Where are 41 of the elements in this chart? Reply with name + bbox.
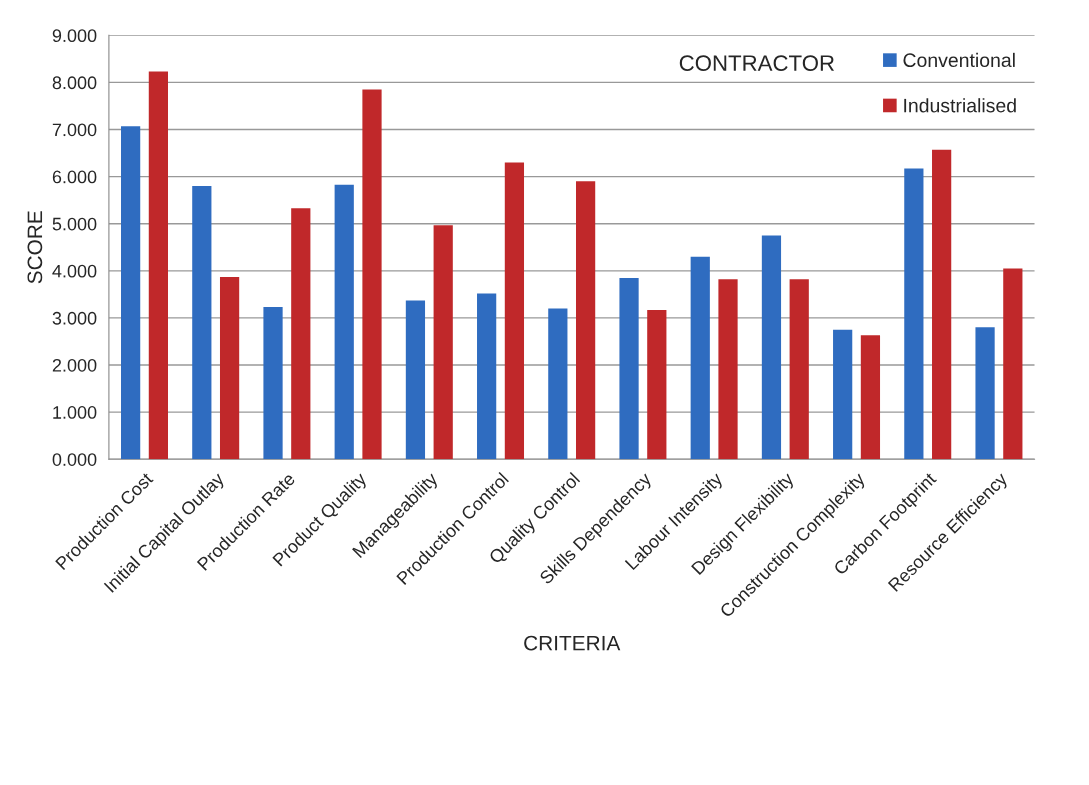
bar: [433, 225, 453, 460]
bar: [263, 307, 283, 460]
y-axis-title: SCORE: [27, 211, 43, 284]
bar: [1003, 268, 1023, 460]
bar: [904, 168, 924, 460]
bar: [761, 235, 782, 460]
bar: [334, 184, 354, 460]
bar: [548, 308, 568, 460]
legend-label: Conventional: [903, 52, 1015, 68]
bar: [860, 335, 881, 460]
bar: [718, 279, 738, 460]
x-axis-title: CRITERIA: [524, 635, 621, 651]
bar: [148, 71, 168, 460]
bar: [833, 329, 853, 460]
y-tick-label: 1.000: [53, 406, 97, 419]
y-tick-label: 5.000: [52, 217, 97, 231]
bar: [690, 256, 710, 460]
bar: [405, 300, 426, 460]
bar: [477, 293, 497, 460]
bar: [647, 309, 667, 460]
y-tick-label: 0.000: [52, 453, 97, 466]
y-tick-label: 2.000: [52, 358, 97, 372]
bar: [619, 277, 639, 460]
y-tick-label: 7.000: [52, 123, 97, 137]
y-tick-label: 4.000: [52, 264, 97, 278]
bar: [362, 89, 382, 460]
bar: [504, 162, 525, 460]
y-tick-label: 8.000: [52, 76, 97, 90]
bar: [789, 279, 809, 460]
bar: [576, 181, 596, 460]
bar: [121, 126, 141, 460]
legend-label: Industrialised: [904, 98, 1016, 113]
bar: [192, 186, 212, 460]
text: CONTRACTOR: [679, 55, 835, 71]
y-tick-label: 6.000: [52, 170, 97, 184]
bar: [291, 208, 311, 460]
y-tick-label: 9.000: [52, 29, 97, 43]
bar: [975, 327, 995, 460]
bar: [932, 149, 952, 460]
y-tick-label: 3.000: [52, 311, 97, 325]
bar: [219, 276, 240, 460]
